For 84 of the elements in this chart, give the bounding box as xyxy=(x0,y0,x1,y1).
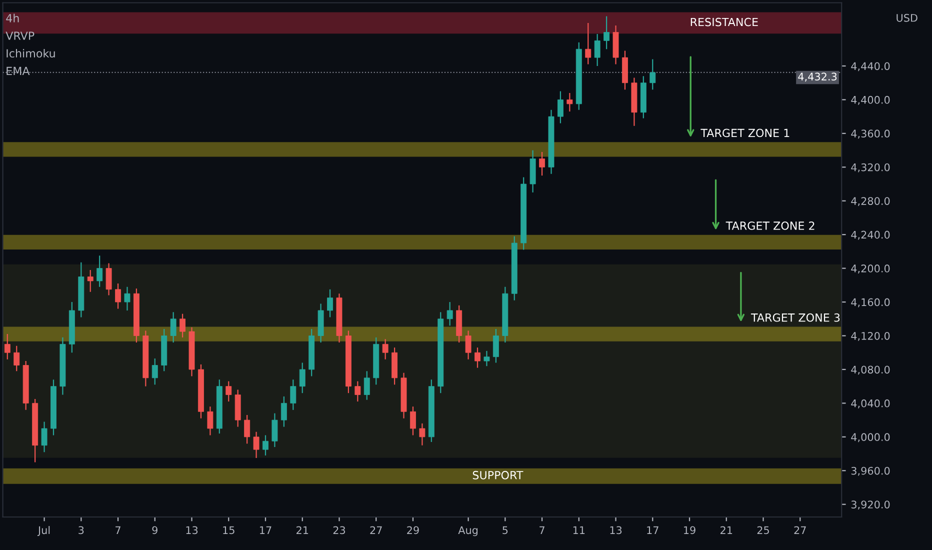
annotation: 4h xyxy=(6,14,19,22)
candlestick xyxy=(290,379,296,410)
x-tick-label: 9 xyxy=(152,526,158,534)
candlestick xyxy=(566,92,573,112)
candlestick xyxy=(280,396,287,428)
candlestick xyxy=(14,345,20,372)
candlestick xyxy=(124,286,130,312)
x-tick-label: 7 xyxy=(116,526,120,534)
candlestick xyxy=(170,312,176,344)
x-tick-label: 29 xyxy=(407,526,419,534)
candlestick xyxy=(96,255,103,288)
y-tick-label: 4,440.0 xyxy=(851,62,890,72)
y-tick-label: 4,360.0 xyxy=(851,130,890,139)
x-tick-label: 21 xyxy=(720,526,732,534)
candlestick xyxy=(327,288,333,318)
candlestick xyxy=(465,330,472,360)
candlestick xyxy=(474,346,480,368)
candlestick xyxy=(272,412,278,448)
candlestick xyxy=(492,328,499,364)
candlestick xyxy=(585,22,592,65)
x-tick-label: 13 xyxy=(186,526,198,534)
band-label: TARGET ZONE 2 xyxy=(726,222,814,230)
candlestick xyxy=(539,151,545,176)
candlestick xyxy=(354,380,361,402)
y-tick-label: 4,120.0 xyxy=(851,332,890,341)
x-tick-label: 17 xyxy=(647,526,658,534)
y-tick-label: 4,320.0 xyxy=(851,163,890,172)
x-tick-label: 19 xyxy=(684,526,696,534)
x-tick-label: 21 xyxy=(296,526,308,534)
candlestick xyxy=(244,414,250,444)
candlestick xyxy=(152,358,158,386)
candlestick xyxy=(180,313,186,338)
annotation: EMA xyxy=(6,66,30,75)
band-label: SUPPORT xyxy=(472,470,524,480)
candlestick xyxy=(207,406,214,436)
candlestick xyxy=(446,301,453,326)
y-tick-label: 4,040.0 xyxy=(851,399,890,408)
y-tick-label: 4,240.0 xyxy=(851,230,890,240)
candlestick xyxy=(650,58,656,90)
band-label: TARGET ZONE 1 xyxy=(700,128,790,138)
candlestick xyxy=(484,350,490,367)
x-tick-label: 5 xyxy=(502,526,508,534)
candlestick xyxy=(364,370,370,400)
x-tick-label: 25 xyxy=(757,526,769,534)
y-tick-label: 4,080.0 xyxy=(851,366,890,375)
candlestick xyxy=(382,338,388,360)
y-tick-label: 4,400.0 xyxy=(851,96,890,105)
candlestick xyxy=(262,434,268,456)
x-tick-label: 27 xyxy=(370,526,382,534)
x-tick-label: 17 xyxy=(260,526,272,534)
candlestick xyxy=(115,282,121,310)
x-tick-label: 13 xyxy=(610,526,622,534)
y-tick-label: 4,200.0 xyxy=(851,264,890,274)
candlestick xyxy=(557,90,564,124)
band-label: RESISTANCE xyxy=(690,18,758,26)
candlestick xyxy=(87,269,94,292)
candlestick xyxy=(419,422,426,446)
x-tick-label: Jul xyxy=(37,526,50,536)
x-tick-label: 23 xyxy=(333,526,346,534)
x-tick-label: 11 xyxy=(573,526,585,534)
x-tick-label: 7 xyxy=(540,526,544,534)
candlestick xyxy=(410,406,416,436)
x-tick-label: 27 xyxy=(794,526,806,534)
text: USD xyxy=(896,14,918,22)
y-tick-label: 4,000.0 xyxy=(851,433,890,442)
y-tick-label: 4,280.0 xyxy=(851,197,890,206)
candlestick xyxy=(41,421,48,453)
candlestick xyxy=(226,380,232,402)
candlestick xyxy=(4,334,10,360)
x-tick-label: 15 xyxy=(223,526,234,534)
candlestick xyxy=(299,362,306,394)
x-tick-label: 3 xyxy=(78,526,84,534)
y-tick-label: 4,160.0 xyxy=(851,298,890,308)
y-tick-label: 3,960.0 xyxy=(851,466,890,476)
candlestick xyxy=(253,431,260,459)
annotation: VRVP xyxy=(6,32,34,40)
candlestick xyxy=(594,33,600,67)
candlestick xyxy=(106,262,112,296)
candlestick xyxy=(604,16,610,50)
annotation: Ichimoku xyxy=(6,48,55,58)
y-tick-label: 3,920.0 xyxy=(851,500,890,510)
x-tick-label: Aug xyxy=(458,526,478,536)
ref-line-label: 4,432.3 xyxy=(798,72,837,82)
band-label: TARGET ZONE 3 xyxy=(750,313,840,322)
